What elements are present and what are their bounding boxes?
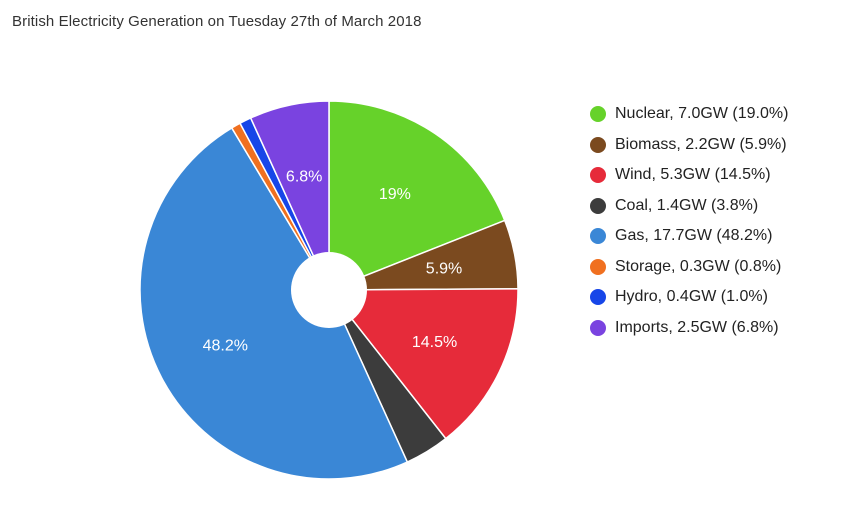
legend-item-nuclear[interactable]: Nuclear, 7.0GW (19.0%) (590, 99, 788, 130)
legend-label: Nuclear, 7.0GW (19.0%) (615, 105, 789, 123)
pie-slice-imports[interactable] (249, 100, 330, 291)
legend-item-coal[interactable]: Coal, 1.4GW (3.8%) (590, 191, 788, 222)
legend-item-storage[interactable]: Storage, 0.3GW (0.8%) (590, 252, 788, 283)
legend-label: Biomass, 2.2GW (5.9%) (615, 135, 787, 153)
legend-swatch (590, 106, 606, 123)
slice-label-gas: 48.2% (203, 338, 248, 355)
legend-swatch (590, 167, 606, 184)
legend-item-biomass[interactable]: Biomass, 2.2GW (5.9%) (590, 130, 788, 161)
pie-slice-gas[interactable] (139, 126, 409, 480)
legend-label: Storage, 0.3GW (0.8%) (615, 257, 782, 275)
legend-label: Hydro, 0.4GW (1.0%) (615, 288, 768, 306)
legend-swatch (590, 258, 606, 275)
legend-item-hydro[interactable]: Hydro, 0.4GW (1.0%) (590, 282, 788, 313)
legend-label: Wind, 5.3GW (14.5%) (615, 166, 771, 184)
legend-item-wind[interactable]: Wind, 5.3GW (14.5%) (590, 160, 788, 191)
legend-label: Coal, 1.4GW (3.8%) (615, 196, 759, 214)
legend-item-imports[interactable]: Imports, 2.5GW (6.8%) (590, 313, 788, 344)
legend-label: Imports, 2.5GW (6.8%) (615, 318, 779, 336)
chart-legend: Nuclear, 7.0GW (19.0%) Biomass, 2.2GW (5.… (590, 99, 788, 343)
pie-slice-wind[interactable] (327, 288, 519, 440)
slice-label-nuclear: 19% (379, 186, 411, 203)
legend-swatch (590, 197, 606, 214)
chart-title: British Electricity Generation on Tuesda… (12, 13, 422, 30)
legend-item-gas[interactable]: Gas, 17.7GW (48.2%) (590, 221, 788, 252)
legend-swatch (590, 319, 606, 336)
slice-label-imports: 6.8% (286, 168, 322, 185)
slice-label-biomass: 5.9% (426, 261, 462, 278)
legend-swatch (590, 228, 606, 245)
slice-label-wind: 14.5% (412, 334, 457, 351)
pie-slice-nuclear[interactable] (328, 100, 506, 292)
legend-label: Gas, 17.7GW (48.2%) (615, 227, 773, 245)
legend-swatch (590, 289, 606, 306)
donut-hole (291, 252, 367, 328)
legend-swatch (590, 136, 606, 153)
